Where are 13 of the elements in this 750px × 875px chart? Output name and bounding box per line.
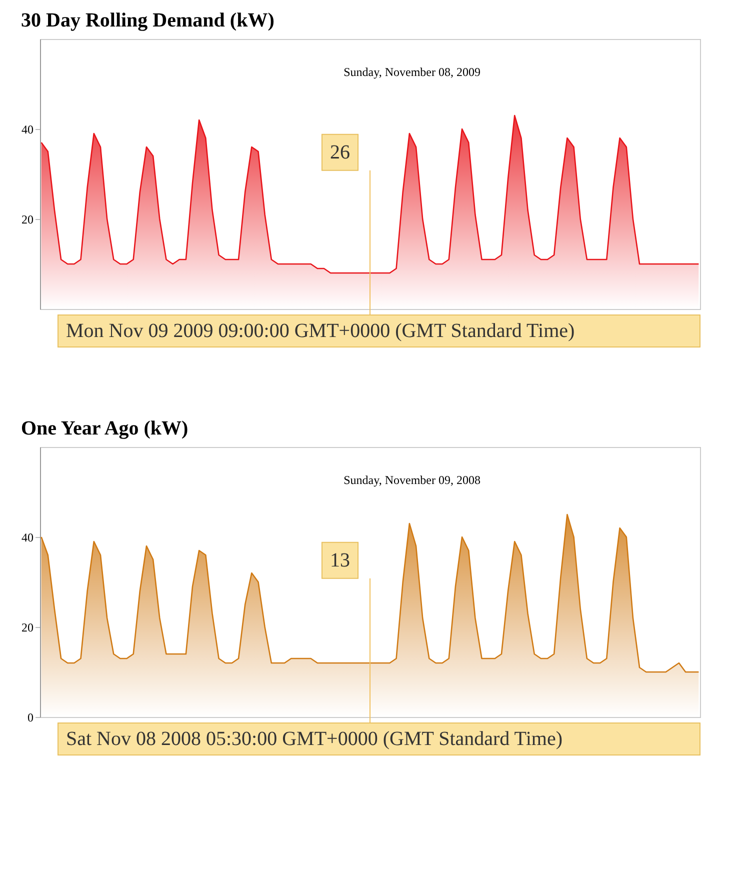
y-tick-label: 0 [28,710,34,724]
chart-title: 30 Day Rolling Demand (kW) [21,10,274,32]
annotation: 13 [330,549,350,572]
text: Mon Nov 09 2009 09:00:00 GMT+0000 (GMT Standard Time) [66,320,575,342]
annotation: Sunday, November 09, 2008 [344,473,480,487]
chart-title: One Year Ago (kW) [21,418,188,440]
annotation: 26 [330,141,350,164]
y-tick-label: 40 [22,122,34,136]
annotation: Sunday, November 08, 2009 [344,65,480,79]
y-tick-label: 40 [22,530,34,544]
text: Sat Nov 08 2008 05:30:00 GMT+0000 (GMT Standard Time) [66,728,562,750]
y-tick-label: 20 [22,212,34,226]
y-tick-label: 20 [22,620,34,634]
